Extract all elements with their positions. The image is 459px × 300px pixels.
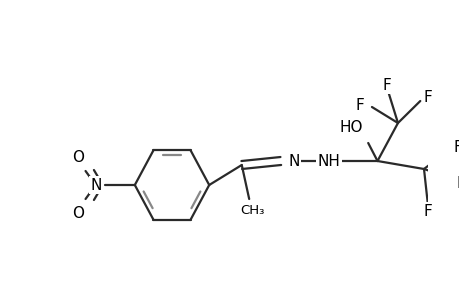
Text: N: N [90, 178, 101, 193]
Text: O: O [72, 206, 84, 220]
Text: O: O [72, 149, 84, 164]
Text: F: F [355, 98, 364, 112]
Text: NH: NH [317, 154, 340, 169]
Text: N: N [288, 154, 299, 169]
Text: HO: HO [339, 121, 363, 136]
Text: F: F [452, 140, 459, 154]
Text: F: F [422, 89, 431, 104]
Text: CH₃: CH₃ [240, 205, 264, 218]
Text: F: F [381, 77, 390, 92]
Text: F: F [422, 203, 431, 218]
Text: F: F [456, 176, 459, 190]
